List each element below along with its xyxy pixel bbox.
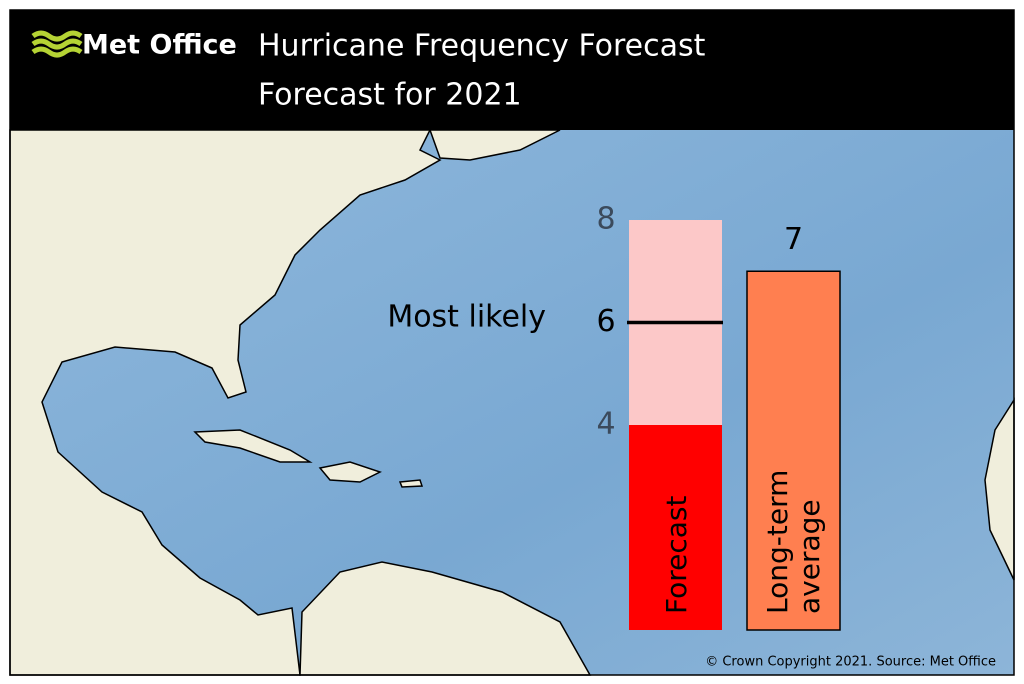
- average-value-label: 7: [784, 222, 803, 257]
- map-land: [9, 129, 1015, 676]
- forecast-label: Forecast: [660, 495, 693, 614]
- most-likely-label: Most likely: [387, 300, 546, 335]
- forecast-low-label: 4: [596, 407, 615, 442]
- frame: [9, 9, 1015, 676]
- header-band: [10, 10, 1014, 130]
- logo-text: Met Office: [82, 30, 237, 61]
- subtitle: Forecast for 2021: [258, 78, 522, 113]
- logo-waves: [31, 30, 83, 58]
- credit: © Crown Copyright 2021. Source: Met Offi…: [705, 655, 996, 670]
- forecast-most-likely-label: 6: [596, 304, 615, 339]
- average-label: Long-term average: [761, 469, 826, 614]
- title: Hurricane Frequency Forecast: [258, 29, 706, 64]
- average-bar: [746, 270, 841, 631]
- forecast-low-bar: [629, 425, 722, 630]
- forecast-high-label: 8: [596, 202, 615, 237]
